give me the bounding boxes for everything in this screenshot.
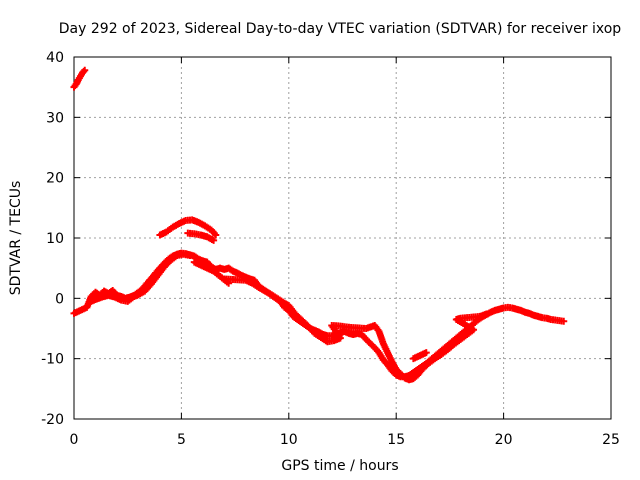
main-trace [70,249,568,381]
data-point [81,66,89,74]
y-tick-label: 20 [46,171,64,187]
data-points [70,66,568,384]
data-point [482,310,490,318]
data-point [560,317,568,325]
grid-lines [74,57,611,419]
y-tick-label: 40 [46,50,64,66]
y-tick-label: 0 [55,291,64,307]
y-tick-label: -10 [41,352,64,368]
x-tick-label: 15 [387,432,405,448]
data-point [80,67,88,75]
secondary-trace [70,66,490,384]
chart-title: Day 292 of 2023, Sidereal Day-to-day VTE… [59,21,622,37]
data-point [212,231,220,239]
data-point [186,251,194,259]
x-tick-label: 20 [495,432,513,448]
data-point [210,236,218,244]
y-tick-label: 10 [46,231,64,247]
x-axis-ticks: 0 5 10 15 20 25 [70,57,620,448]
data-point [422,349,430,357]
x-tick-label: 25 [602,432,620,448]
y-axis-label: SDTVAR / TECUs [8,181,24,296]
y-axis-ticks: -20 -10 0 10 20 30 40 [41,50,611,428]
x-tick-label: 0 [70,432,79,448]
x-tick-label: 5 [177,432,186,448]
y-tick-label: -20 [41,412,64,428]
y-tick-label: 30 [46,110,64,126]
x-tick-label: 10 [280,432,298,448]
x-axis-label: GPS time / hours [281,458,398,474]
